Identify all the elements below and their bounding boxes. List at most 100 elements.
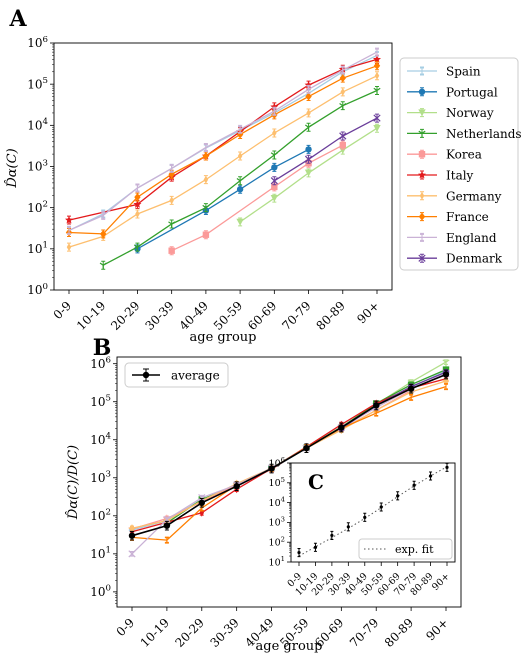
point-marker [236, 186, 244, 193]
point-marker [198, 494, 206, 502]
tick-base: 10 [90, 395, 105, 409]
x-tick-label: 0-9 [51, 299, 75, 323]
tick-exponent: 3 [281, 515, 285, 523]
legend-label: Spain [446, 65, 481, 79]
point-marker [339, 102, 347, 110]
point-marker [373, 61, 381, 70]
point-marker [305, 92, 312, 101]
point-marker [128, 550, 136, 558]
tick-exponent: 5 [106, 394, 112, 404]
x-tick-label: 70-79 [347, 616, 381, 650]
point-marker [373, 114, 381, 122]
y-tick-label: 106 [269, 456, 285, 469]
y-tick-label: 102 [90, 508, 111, 523]
point-marker [236, 218, 244, 226]
tick-base: 10 [90, 509, 105, 523]
point-marker [297, 550, 301, 555]
point-marker [340, 87, 346, 96]
point-marker [445, 465, 449, 469]
point-marker [420, 67, 424, 75]
point-marker [271, 183, 278, 191]
y-tick-label: 101 [90, 546, 111, 561]
y-tick-label: 106 [90, 355, 111, 370]
point-marker [270, 177, 278, 185]
point-marker [169, 196, 174, 205]
tick-exponent: 1 [43, 241, 49, 251]
series-line [273, 117, 378, 182]
y-tick-label: 100 [90, 584, 111, 599]
tick-exponent: 4 [281, 496, 285, 504]
point-marker [163, 522, 171, 529]
legend-label: Norway [446, 106, 494, 120]
tick-exponent: 2 [281, 535, 285, 543]
x-tick-label: 80-89 [382, 616, 416, 650]
point-marker [407, 385, 415, 392]
x-tick-label: 30-39 [207, 616, 241, 650]
tick-base: 10 [269, 478, 281, 489]
x-tick-label: 90+ [354, 299, 382, 327]
x-axis-label: age group [256, 639, 323, 654]
panel-label-b: B [93, 335, 112, 361]
point-marker [338, 424, 345, 431]
point-marker [428, 474, 433, 478]
point-marker [305, 146, 312, 153]
point-marker [306, 85, 311, 93]
x-tick-label: 50-59 [211, 299, 245, 333]
point-marker [202, 204, 210, 212]
x-tick-label: 10-19 [74, 299, 108, 333]
tick-base: 10 [90, 585, 105, 599]
legend-label: Italy [446, 169, 474, 183]
point-marker [420, 233, 424, 241]
y-tick-label: 105 [269, 476, 285, 489]
point-marker [99, 262, 107, 270]
x-tick-label: 10-19 [138, 616, 172, 650]
tick-exponent: 3 [106, 470, 112, 480]
point-marker [379, 505, 383, 509]
plot-frame [290, 462, 456, 563]
x-tick-label: 90+ [430, 571, 452, 593]
point-marker [135, 210, 140, 219]
y-tick-label: 103 [27, 158, 48, 173]
legend-box [124, 362, 229, 388]
point-marker [270, 152, 278, 160]
legend-marker [142, 371, 150, 379]
point-marker [128, 532, 136, 539]
point-marker [304, 169, 313, 177]
series-line [68, 65, 378, 235]
legend-label: England [446, 231, 497, 245]
point-marker [339, 141, 346, 149]
tick-base: 10 [27, 201, 42, 215]
y-tick-label: 105 [90, 394, 111, 409]
tick-exponent: 6 [106, 355, 112, 365]
point-marker [363, 515, 367, 519]
point-marker [306, 108, 311, 117]
point-marker [268, 465, 275, 472]
y-tick-label: 103 [90, 470, 111, 485]
y-tick-label: 104 [27, 117, 48, 132]
point-marker [236, 130, 244, 139]
tick-base: 10 [27, 36, 42, 50]
x-tick-label: 20-29 [173, 616, 207, 650]
point-marker [303, 444, 310, 452]
point-marker [375, 48, 379, 56]
y-tick-label: 103 [269, 515, 285, 528]
point-marker [272, 107, 277, 115]
point-marker [442, 359, 450, 367]
tick-base: 10 [27, 283, 42, 297]
point-marker [203, 175, 209, 184]
point-marker [373, 87, 381, 95]
x-tick-label: 90+ [423, 616, 451, 644]
y-tick-label: 104 [90, 432, 111, 447]
point-marker [346, 525, 350, 529]
tick-base: 10 [269, 518, 281, 529]
point-marker [236, 178, 244, 185]
legend-label: Germany [446, 189, 502, 203]
legend-label: Portugal [446, 85, 498, 99]
point-marker [418, 212, 426, 221]
y-tick-label: 102 [269, 535, 285, 548]
legend-label: Korea [446, 148, 482, 162]
legend-label: Denmark [446, 252, 503, 266]
legend: Spain Portugal Norway Netherlands Korea Italy… [399, 57, 522, 271]
y-tick-label: 104 [269, 496, 285, 509]
tick-base: 10 [90, 471, 105, 485]
